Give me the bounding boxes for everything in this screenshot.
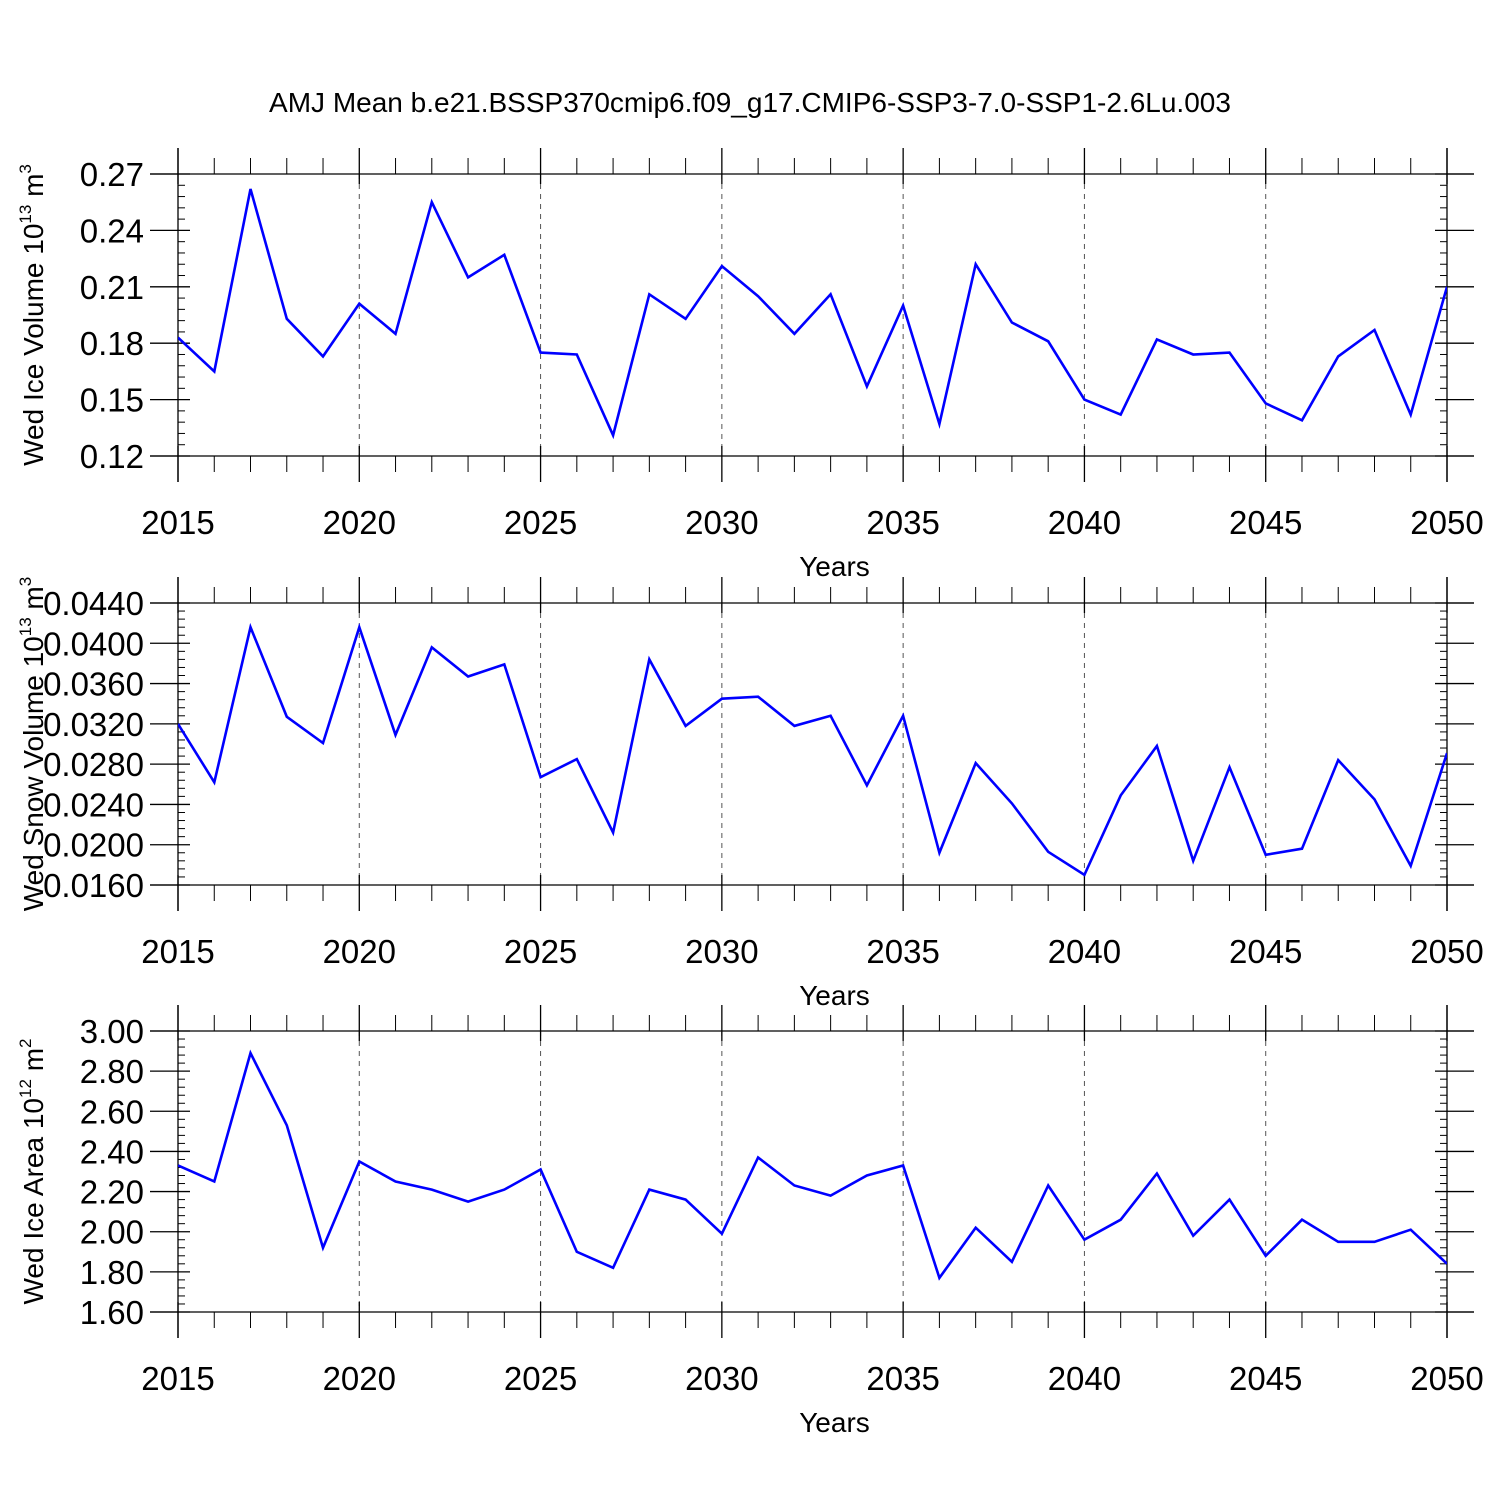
x-tick-label: 2035	[866, 933, 939, 970]
x-tick-label: 2025	[504, 504, 577, 541]
y-tick-label: 0.27	[80, 156, 144, 193]
x-tick-label: 2015	[141, 933, 214, 970]
y-tick-label: 1.80	[80, 1254, 144, 1291]
y-axis-label-exponent: 13	[16, 617, 35, 636]
x-tick-label: 2050	[1410, 933, 1483, 970]
y-axis-label-text: Wed Ice Area 10	[18, 1098, 49, 1305]
y-axis-label: Wed Ice Volume 1013 m3	[16, 164, 49, 466]
x-tick-label: 2020	[323, 504, 396, 541]
y-axis-label-exponent: 13	[16, 205, 35, 224]
y-axis-label-unit: m	[18, 174, 49, 205]
y-tick-label: 0.0320	[43, 706, 144, 743]
chart-panel-3: 1.601.802.002.20 2.402.602.803.00 2015 2020…	[16, 1005, 1484, 1438]
x-tick-label: 2035	[866, 1360, 939, 1397]
figure-title: AMJ Mean b.e21.BSSP370cmip6.f09_g17.CMIP…	[269, 87, 1231, 118]
x-tick-label: 2020	[323, 933, 396, 970]
y-axis-label-exponent: 12	[16, 1079, 35, 1098]
y-tick-label: 0.15	[80, 382, 144, 419]
y-axis-label: Wed Ice Area 1012 m2	[16, 1039, 49, 1305]
y-tick-label: 3.00	[80, 1013, 144, 1050]
x-tick-label: 2030	[685, 504, 758, 541]
y-axis-label-unit-exponent: 3	[16, 164, 35, 173]
x-tick-label: 2030	[685, 1360, 758, 1397]
x-tick-label: 2045	[1229, 933, 1302, 970]
y-tick-label: 0.0360	[43, 666, 144, 703]
x-tick-label: 2040	[1048, 933, 1121, 970]
y-tick-label: 1.60	[80, 1294, 144, 1331]
x-axis-label: Years	[799, 1407, 870, 1438]
y-tick-label: 0.0400	[43, 625, 144, 662]
y-tick-label: 2.00	[80, 1214, 144, 1251]
series-line	[178, 188, 1447, 440]
y-tick-label: 0.0280	[43, 746, 144, 783]
x-tick-label: 2045	[1229, 504, 1302, 541]
y-axis-label-unit-exponent: 2	[16, 1039, 35, 1048]
x-axis-label: Years	[799, 551, 870, 582]
y-tick-label: 2.40	[80, 1133, 144, 1170]
y-axis-label-unit: m	[18, 1048, 49, 1079]
y-tick-label: 0.0160	[43, 867, 144, 904]
y-tick-label: 2.80	[80, 1053, 144, 1090]
x-tick-label: 2020	[323, 1360, 396, 1397]
y-axis-label-unit: m	[18, 586, 49, 617]
chart-panel-1: 0.12 0.15 0.18 0.21 0.24 0.27 2015 2020 2025 2030…	[16, 148, 1484, 582]
y-tick-label: 0.0240	[43, 786, 144, 823]
series-line	[178, 1049, 1447, 1281]
y-tick-label: 0.0440	[43, 585, 144, 622]
x-tick-label: 2040	[1048, 1360, 1121, 1397]
x-tick-label: 2050	[1410, 504, 1483, 541]
x-tick-label: 2040	[1048, 504, 1121, 541]
x-tick-label: 2025	[504, 1360, 577, 1397]
y-tick-label: 0.24	[80, 212, 144, 249]
x-tick-label: 2015	[141, 1360, 214, 1397]
x-tick-label: 2015	[141, 504, 214, 541]
y-tick-label: 2.20	[80, 1174, 144, 1211]
y-tick-label: 0.21	[80, 269, 144, 306]
x-tick-label: 2050	[1410, 1360, 1483, 1397]
x-tick-label: 2025	[504, 933, 577, 970]
y-axis-label-unit-exponent: 3	[16, 577, 35, 586]
y-axis-label-text: Wed Snow Volume 10	[18, 636, 49, 911]
y-tick-label: 0.18	[80, 325, 144, 362]
y-axis-label: Wed Snow Volume 1013 m3	[16, 577, 49, 911]
y-tick-label: 0.12	[80, 438, 144, 475]
y-tick-label: 0.0200	[43, 827, 144, 864]
x-tick-label: 2045	[1229, 1360, 1302, 1397]
series-line	[178, 622, 1447, 877]
x-axis-label: Years	[799, 980, 870, 1011]
x-tick-label: 2035	[866, 504, 939, 541]
y-tick-label: 2.60	[80, 1093, 144, 1130]
y-axis-label-text: Wed Ice Volume 10	[18, 224, 49, 466]
x-tick-label: 2030	[685, 933, 758, 970]
